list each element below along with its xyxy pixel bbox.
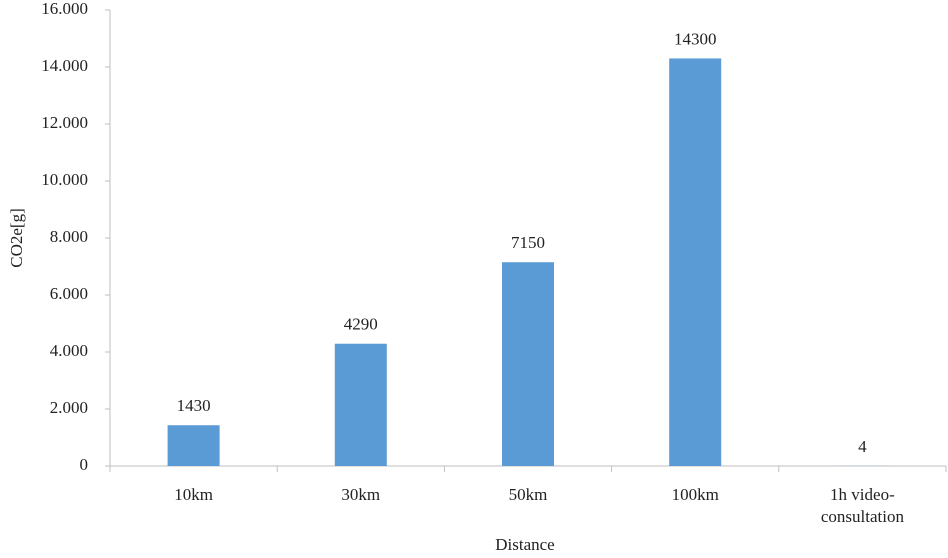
bar [334, 343, 387, 466]
data-label: 1430 [177, 396, 211, 415]
data-label: 4290 [344, 315, 378, 334]
y-tick-label: 10.000 [41, 170, 88, 189]
data-label: 7150 [511, 233, 545, 252]
y-tick-label: 4.000 [50, 341, 88, 360]
x-tick-label: 10km [174, 485, 213, 504]
x-tick-label: 100km [672, 485, 719, 504]
bar [502, 262, 554, 466]
y-tick-label: 0 [80, 455, 89, 474]
x-tick-label: 1h video-consultation [821, 485, 905, 526]
y-tick-label: 14.000 [41, 56, 88, 75]
x-tick-label: 30km [341, 485, 380, 504]
data-label: 4 [858, 437, 867, 456]
y-tick-label: 8.000 [50, 227, 88, 246]
data-label: 14300 [674, 29, 717, 48]
y-tick-label: 12.000 [41, 113, 88, 132]
bar [167, 425, 220, 466]
y-tick-label: 16.000 [41, 0, 88, 18]
y-tick-label: 6.000 [50, 284, 88, 303]
x-axis-label: Distance [495, 535, 554, 554]
bar [669, 58, 722, 466]
y-tick-label: 2.000 [50, 398, 88, 417]
x-tick-label: 50km [509, 485, 548, 504]
y-axis-label: CO2e[g] [7, 208, 26, 267]
